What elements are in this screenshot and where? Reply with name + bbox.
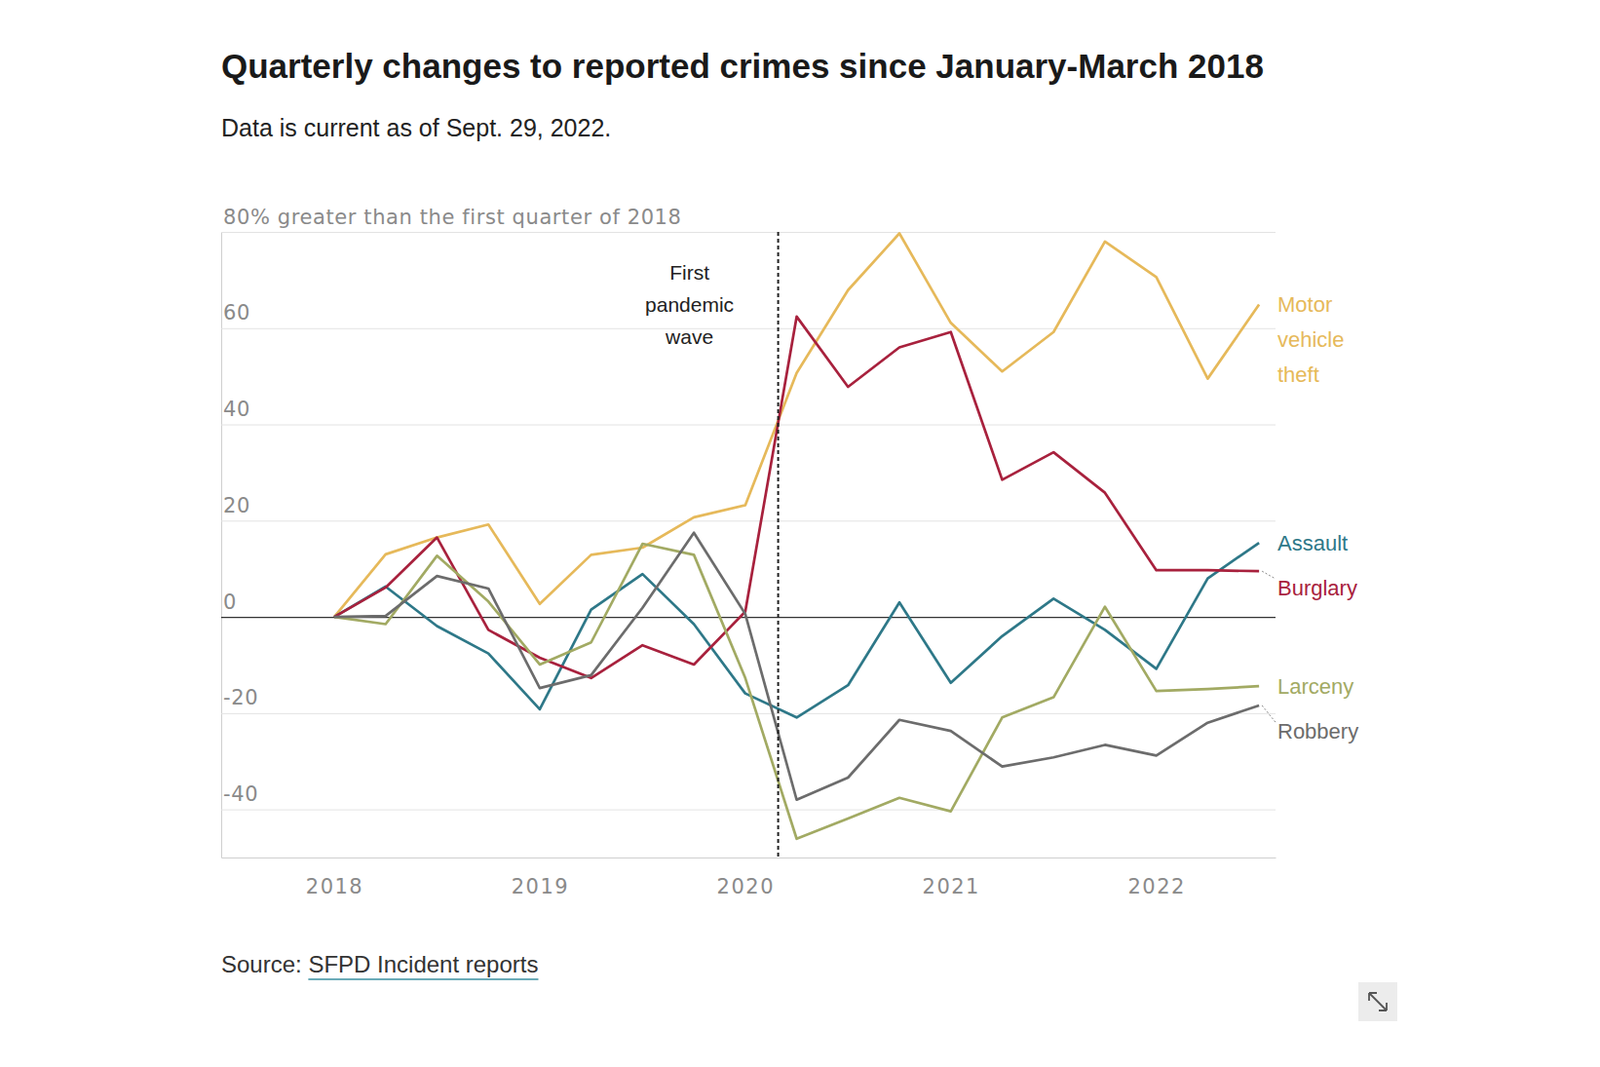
y-axis-line <box>221 232 223 859</box>
series-line <box>334 232 1259 617</box>
series-label: Robbery <box>1277 719 1359 744</box>
x-axis-line <box>222 857 1277 859</box>
grid-line <box>221 520 1276 522</box>
x-tick: 2018 <box>305 857 364 899</box>
label-leader <box>1261 705 1276 723</box>
annotation-line-text: First <box>669 261 710 284</box>
y-tick-label: 40 <box>223 397 251 421</box>
series-label-line: Burglary <box>1277 575 1358 601</box>
series-label: Motor vehicle theft <box>1277 292 1344 387</box>
source: Source: SFPD Incident reports <box>221 951 538 978</box>
y-tick-label: 80% greater than the first quarter of 20… <box>223 205 683 229</box>
x-tick-label: 2021 <box>922 875 981 899</box>
subtitle: Data is current as of Sept. 29, 2022. <box>221 114 611 142</box>
expand-button-bg[interactable] <box>1358 982 1398 1022</box>
series-label-line: Assault <box>1277 531 1348 556</box>
grid-line <box>221 809 1276 811</box>
y-tick-label: 60 <box>223 301 251 325</box>
annotation-text: First pandemic wave <box>645 261 734 348</box>
series-line <box>334 543 1259 839</box>
grid-line <box>221 231 1276 233</box>
series-label-line: Robbery <box>1277 719 1359 744</box>
grid-line <box>221 424 1276 426</box>
annotation-line-text: wave <box>664 325 714 348</box>
y-tick-label: -40 <box>223 782 259 806</box>
series-line <box>334 533 1259 800</box>
series-label: Assault <box>1277 531 1348 556</box>
y-tick-label: -20 <box>223 685 259 710</box>
series-label-line: theft <box>1277 362 1320 387</box>
expand-button[interactable] <box>1358 982 1398 1022</box>
y-tick: 40 <box>221 397 1276 425</box>
y-tick-label: 20 <box>223 494 251 518</box>
y-tick: 80% greater than the first quarter of 20… <box>221 205 1276 233</box>
x-tick-label: 2022 <box>1127 875 1185 899</box>
x-tick-label: 2018 <box>305 875 364 899</box>
lines <box>334 232 1259 839</box>
series-label-line: vehicle <box>1277 327 1344 352</box>
grid-line <box>221 713 1276 715</box>
x-tick: 2019 <box>511 857 570 899</box>
y-tick: 60 <box>221 301 1276 329</box>
expand-button-icon[interactable] <box>1369 992 1387 1011</box>
x-tick: 2020 <box>717 857 775 899</box>
series-label: Burglary <box>1277 575 1358 601</box>
title: Quarterly changes to reported crimes sin… <box>221 46 1264 85</box>
x-tick-label: 2020 <box>717 875 775 899</box>
series-label-line: Larceny <box>1277 674 1354 699</box>
annotation-line-text: pandemic <box>645 293 734 316</box>
y-tick: -40 <box>221 782 1276 810</box>
series-label-line: Motor <box>1277 292 1333 317</box>
grid-line <box>221 328 1276 330</box>
series-line <box>334 316 1259 679</box>
chart: Quarterly changes to reported crimes sin… <box>0 0 1600 1067</box>
label-leader <box>1261 571 1276 579</box>
source-link-underline[interactable] <box>307 978 538 981</box>
x-tick: 2021 <box>922 857 981 899</box>
x-axis: 2018 2019 2020 2021 2022 <box>222 857 1277 899</box>
y-axis: -40 -20 0 20 40 60 80% greater than the first … <box>221 205 1276 859</box>
annotation-line <box>777 231 780 858</box>
x-tick: 2022 <box>1127 857 1185 899</box>
series-label: Larceny <box>1277 674 1354 699</box>
x-tick-label: 2019 <box>511 875 570 899</box>
y-tick-label: 0 <box>223 590 237 614</box>
